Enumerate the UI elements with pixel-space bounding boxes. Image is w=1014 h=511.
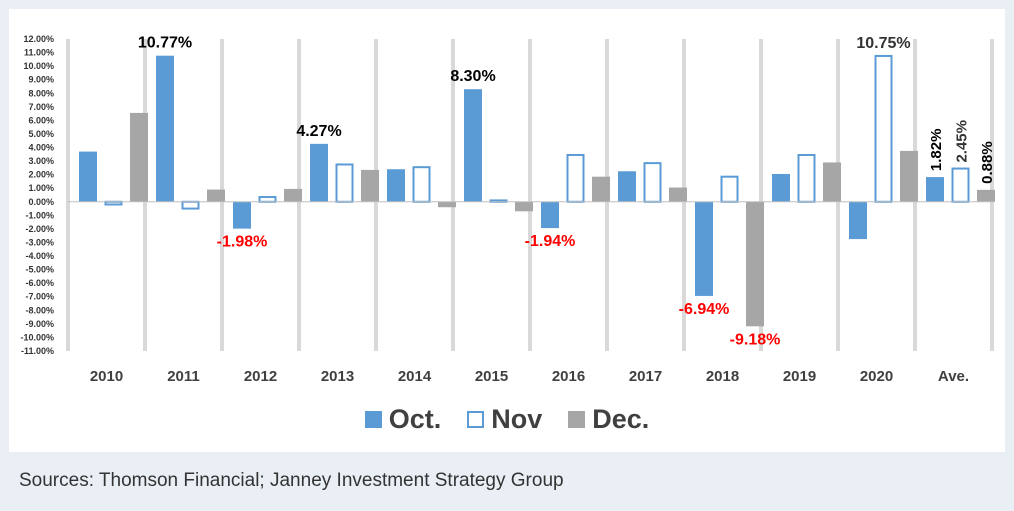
x-tick-label: Ave.: [938, 368, 969, 385]
bar-nov: [335, 163, 354, 203]
bar-nov: [412, 166, 431, 203]
bar-dec: [746, 201, 764, 327]
y-tick-label: -6.00%: [25, 278, 54, 288]
bar-dec: [515, 201, 533, 212]
x-tick-label: 2015: [475, 368, 508, 385]
data-label: -1.94%: [525, 233, 576, 250]
y-tick-label: 8.00%: [28, 88, 54, 98]
bar-oct: [695, 201, 713, 296]
legend-item: Dec.: [568, 404, 649, 435]
data-label: 10.75%: [856, 35, 910, 52]
y-tick-label: 6.00%: [28, 115, 54, 125]
bar-nov: [258, 196, 277, 203]
y-tick-label: 7.00%: [28, 102, 54, 112]
y-tick-label: -9.00%: [25, 319, 54, 329]
bar-oct: [849, 201, 867, 240]
data-label: 0.88%: [979, 141, 996, 184]
data-label: 10.77%: [138, 35, 192, 52]
y-tick-label: 2.00%: [28, 170, 54, 180]
y-tick-label: -11.00%: [21, 346, 54, 356]
bar-oct: [310, 143, 328, 202]
y-tick-label: 3.00%: [28, 156, 54, 166]
data-label: 2.45%: [954, 120, 971, 163]
bar-nov: [797, 153, 816, 203]
bar-oct: [387, 169, 405, 202]
data-label: 4.27%: [296, 123, 341, 140]
legend-swatch: [364, 411, 382, 428]
x-tick-label: 2011: [167, 368, 200, 385]
bar-oct: [541, 201, 559, 229]
bar-chart: 12.00% 11.00% 10.00% 9.00% 8.00% 7.00% 6.00% 5.…: [20, 34, 996, 385]
legend: Oct. Nov Dec.: [9, 404, 1005, 435]
bar-dec: [669, 187, 687, 202]
y-tick-label: -2.00%: [25, 224, 54, 234]
bar-nov: [874, 54, 893, 203]
x-tick-label: 2019: [783, 368, 816, 385]
x-tick-label: 2014: [398, 368, 432, 385]
data-label: -6.94%: [679, 301, 730, 318]
data-label: 8.30%: [450, 68, 495, 85]
bar-oct: [926, 177, 944, 202]
y-tick-label: 12.00%: [23, 34, 54, 44]
legend-item: Oct.: [364, 404, 442, 435]
legend-item: Nov: [467, 404, 542, 435]
separator-line: [528, 39, 532, 351]
y-tick-label: -1.00%: [25, 210, 54, 220]
bar-dec: [130, 112, 148, 202]
bar-oct: [772, 173, 790, 202]
legend-label: Dec.: [592, 404, 650, 434]
legend-label: Nov: [491, 404, 543, 434]
x-tick-label: 2020: [860, 368, 893, 385]
bar-nov: [720, 175, 739, 203]
bar-nov: [951, 167, 970, 203]
y-tick-label: 0.00%: [28, 197, 54, 207]
y-tick-label: -8.00%: [25, 305, 54, 315]
y-tick-label: 1.00%: [28, 183, 54, 193]
x-tick-label: 2018: [706, 368, 739, 385]
bar-oct: [233, 201, 251, 229]
legend-label: Oct.: [388, 404, 442, 434]
legend-swatch: [568, 411, 586, 428]
y-tick-label: -10.00%: [20, 332, 54, 342]
y-tick-label: -3.00%: [25, 237, 54, 247]
bar-dec: [207, 189, 225, 202]
separator-line: [66, 39, 70, 351]
y-tick-label: 11.00%: [24, 48, 54, 58]
y-tick-label: 9.00%: [28, 75, 54, 85]
bar-dec: [592, 176, 610, 202]
x-tick-label: 2010: [90, 368, 123, 385]
x-tick-label: 2013: [321, 368, 354, 385]
data-label: 1.82%: [928, 129, 945, 172]
x-tick-label: 2016: [552, 368, 585, 385]
source-note: Sources: Thomson Financial; Janney Inves…: [19, 470, 564, 491]
bar-nov: [566, 153, 585, 203]
bar-oct: [156, 55, 174, 202]
data-label: -1.98%: [217, 234, 268, 251]
bar-dec: [361, 169, 379, 202]
bar-oct: [618, 171, 636, 202]
separator-line: [759, 39, 763, 351]
y-tick-label: -5.00%: [25, 265, 54, 275]
bar-dec: [977, 189, 995, 202]
bar-nov: [181, 200, 200, 210]
bar-oct: [79, 151, 97, 202]
y-tick-label: 4.00%: [28, 143, 54, 153]
bar-dec: [438, 201, 456, 208]
bar-dec: [823, 162, 841, 202]
bar-dec: [284, 188, 302, 202]
bar-oct: [464, 89, 482, 202]
bar-dec: [900, 150, 918, 202]
y-tick-label: 5.00%: [28, 129, 54, 139]
legend-swatch: [467, 411, 485, 428]
y-tick-label: -4.00%: [25, 251, 54, 261]
y-tick-label: -7.00%: [25, 292, 54, 302]
x-tick-label: 2012: [244, 368, 277, 385]
data-label: -9.18%: [730, 331, 781, 348]
y-tick-label: 10.00%: [23, 61, 54, 71]
bar-nov: [643, 162, 662, 203]
x-tick-label: 2017: [629, 368, 662, 385]
separator-line: [451, 39, 455, 351]
chart-panel: 12.00% 11.00% 10.00% 9.00% 8.00% 7.00% 6.00% 5.…: [9, 9, 1005, 452]
